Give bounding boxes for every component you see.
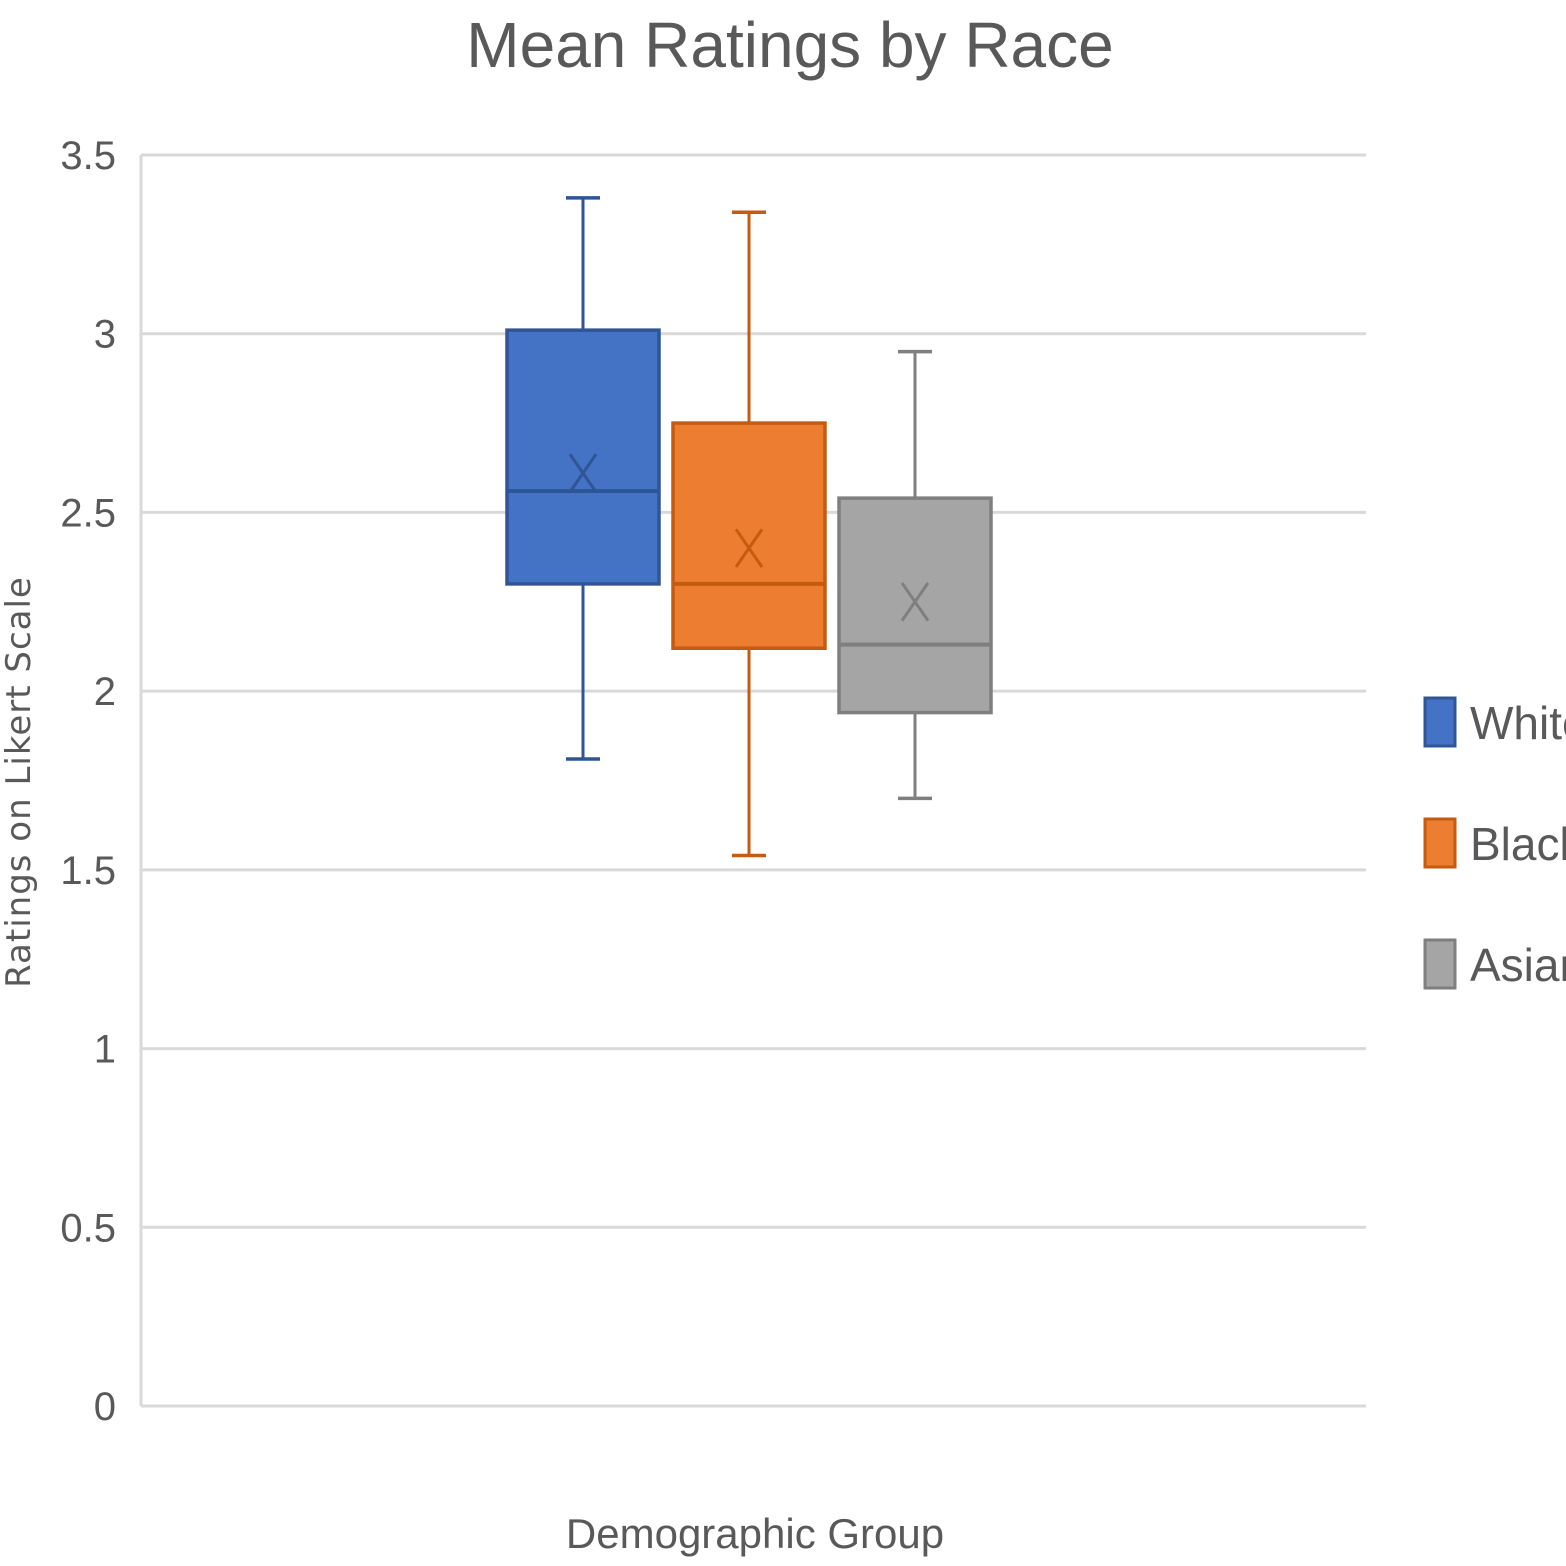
y-tick-label: 3.5	[60, 134, 116, 178]
y-tick-label: 1	[94, 1028, 116, 1072]
legend-label: White	[1470, 697, 1566, 749]
legend-item-white: White	[1423, 696, 1566, 749]
y-axis-title: Ratings on Likert Scale	[0, 576, 39, 988]
mean-marker	[568, 453, 598, 493]
iqr-box	[837, 496, 993, 715]
legend-label: Black	[1470, 818, 1566, 870]
y-tick-label: 2.5	[60, 491, 116, 535]
legend: White Black Asian	[1423, 696, 1566, 991]
legend-swatch	[1423, 938, 1457, 990]
box-white	[505, 196, 661, 761]
mean-x-stroke	[568, 453, 598, 493]
iqr-box	[671, 421, 827, 651]
y-tick-label: 3	[94, 313, 116, 357]
box-asian	[837, 349, 993, 801]
legend-item-black: Black	[1423, 817, 1566, 870]
mean-marker	[900, 582, 930, 622]
iqr-box	[505, 328, 661, 586]
box-black	[671, 210, 827, 858]
mean-x-stroke	[734, 528, 764, 568]
legend-swatch	[1423, 696, 1457, 748]
y-tick-label: 1.5	[60, 849, 116, 893]
y-axis-ticks: 0 0.5 1 1.5 2 2.5 3 3.5	[60, 134, 116, 1429]
mean-marker	[734, 528, 764, 568]
mean-x-stroke	[900, 582, 930, 622]
y-tick-label: 2	[94, 670, 116, 714]
chart-title: Mean Ratings by Race	[466, 9, 1113, 81]
y-tick-label: 0.5	[60, 1206, 116, 1250]
box-series	[505, 196, 993, 858]
legend-item-asian: Asian	[1423, 938, 1566, 991]
legend-swatch	[1423, 817, 1457, 869]
legend-label: Asian	[1470, 939, 1566, 991]
gridlines	[141, 153, 1366, 1408]
y-tick-label: 0	[94, 1385, 116, 1429]
x-axis-title: Demographic Group	[566, 1510, 944, 1557]
